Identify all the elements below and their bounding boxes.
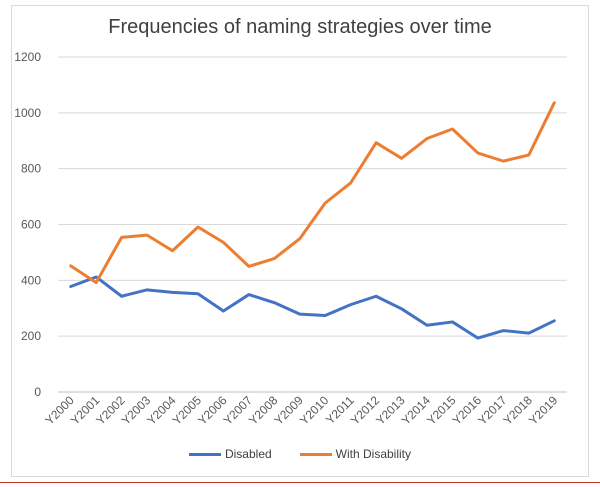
legend-label-disabled: Disabled — [224, 447, 272, 461]
y-tick-label-1200: 1200 — [14, 50, 41, 64]
x-tick-label-y2010: Y2010 — [297, 393, 332, 428]
legend-swatch-disabled — [188, 452, 221, 456]
y-tick-label-600: 600 — [21, 218, 41, 232]
legend-swatch-with-disability — [299, 452, 332, 456]
y-tick-label-800: 800 — [21, 162, 41, 176]
y-tick-label-1000: 1000 — [14, 106, 41, 120]
y-tick-label-200: 200 — [21, 329, 41, 343]
legend-item-disabled: Disabled — [188, 447, 272, 461]
chart-title: Frequencies of naming strategies over ti… — [108, 16, 492, 38]
legend-label-with-disability: With Disability — [335, 447, 412, 461]
y-tick-label-0: 0 — [34, 385, 41, 399]
series-line-disabled — [69, 275, 556, 340]
legend-item-with-disability: With Disability — [299, 447, 412, 461]
y-tick-label-400: 400 — [21, 273, 41, 287]
series-line-with-disability — [69, 101, 556, 285]
chart-frame — [11, 5, 589, 477]
legend: Disabled With Disability — [0, 447, 600, 461]
x-tick-label-y2019: Y2019 — [526, 393, 561, 428]
bottom-rule — [0, 482, 600, 483]
